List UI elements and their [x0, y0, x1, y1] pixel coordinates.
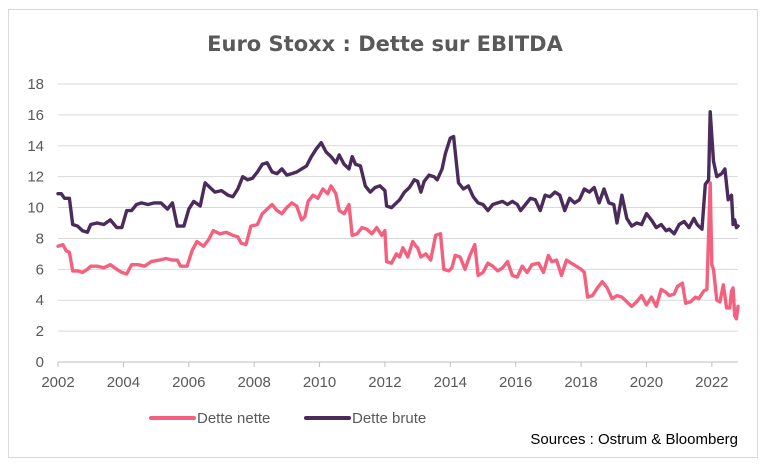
y-tick-label: 16: [27, 107, 44, 124]
y-tick-label: 6: [36, 261, 44, 278]
y-tick-label: 12: [27, 169, 44, 186]
legend-label: Dette brute: [352, 410, 426, 427]
legend-item-dette-brute: Dette brute: [304, 410, 426, 427]
x-tick-label: 2012: [368, 374, 401, 391]
x-tick-label: 2022: [695, 374, 728, 391]
legend-item-dette-nette: Dette nette: [149, 410, 270, 427]
x-tick-label: 2008: [237, 374, 270, 391]
y-tick-label: 4: [36, 292, 44, 309]
legend-label: Dette nette: [197, 410, 270, 427]
y-tick-label: 0: [36, 354, 44, 371]
x-tick-label: 2004: [107, 374, 140, 391]
x-tick-label: 2002: [41, 374, 74, 391]
series-line-dette-nette: [56, 181, 740, 321]
x-axis-ticks: 2002 2004 2006 2008 2010 2012 2014 2016 2018 2020…: [41, 362, 729, 391]
x-tick-label: 2010: [303, 374, 336, 391]
x-tick-label: 2020: [630, 374, 663, 391]
x-tick-label: 2018: [564, 374, 597, 391]
y-tick-label: 2: [36, 323, 44, 340]
x-tick-label: 2006: [172, 374, 205, 391]
y-tick-label: 14: [27, 138, 44, 155]
series-layer: [56, 110, 740, 321]
y-tick-label: 18: [27, 76, 44, 93]
y-tick-label: 10: [27, 200, 44, 217]
legend: Dette nette Dette brute: [149, 410, 426, 427]
series-line-dette-brute: [56, 110, 740, 236]
x-tick-label: 2014: [434, 374, 467, 391]
chart-title: Euro Stoxx : Dette sur EBITDA: [207, 32, 563, 56]
x-tick-label: 2016: [499, 374, 532, 391]
y-axis-ticks: 0 2 4 6 8 10 12 14 16 18: [27, 76, 44, 371]
y-tick-label: 8: [36, 230, 44, 247]
source-note: Sources : Ostrum & Bloomberg: [530, 431, 738, 448]
